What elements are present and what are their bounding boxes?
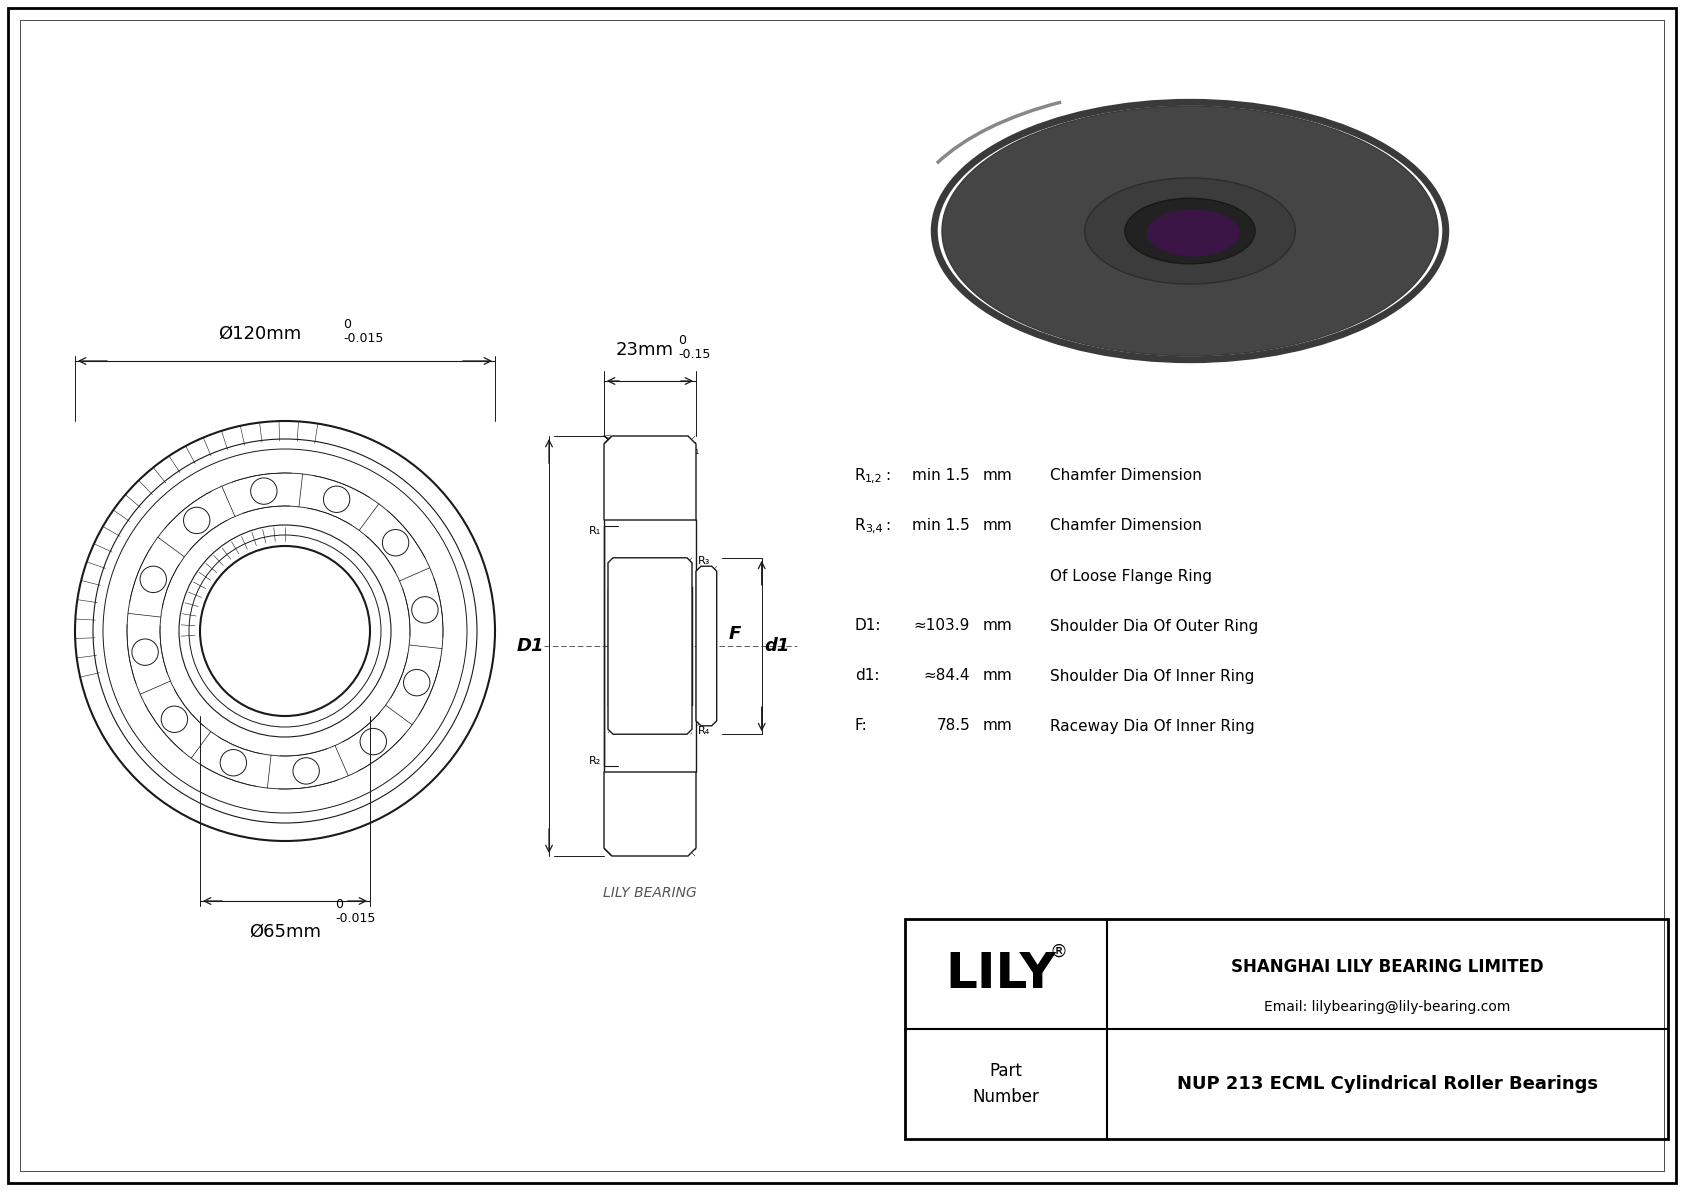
Text: ≈103.9: ≈103.9 [914,618,970,634]
Polygon shape [605,436,695,520]
Text: D1: D1 [517,637,544,655]
Text: LILY: LILY [946,950,1056,998]
Text: R₂: R₂ [652,445,663,456]
Polygon shape [608,557,692,734]
Text: :: : [886,518,891,534]
Text: SHANGHAI LILY BEARING LIMITED: SHANGHAI LILY BEARING LIMITED [1231,959,1544,977]
Text: LILY BEARING: LILY BEARING [603,886,697,900]
Text: mm: mm [983,518,1012,534]
Text: F: F [729,625,741,643]
Text: d1:: d1: [855,668,879,684]
Text: F:: F: [855,718,867,734]
Text: min 1.5: min 1.5 [913,518,970,534]
Text: Part
Number: Part Number [973,1062,1039,1105]
Text: 0: 0 [344,318,350,331]
Ellipse shape [1036,179,1346,335]
Text: 3,4: 3,4 [866,524,882,534]
Text: mm: mm [983,618,1012,634]
Ellipse shape [941,106,1438,356]
Polygon shape [1036,231,1037,257]
Polygon shape [1344,231,1346,257]
Text: R₃: R₃ [697,556,711,566]
Ellipse shape [1036,152,1346,308]
Ellipse shape [1084,177,1295,283]
Text: :: : [886,468,891,484]
Text: min 1.5: min 1.5 [913,468,970,484]
Text: R₁: R₁ [689,445,701,456]
Text: 78.5: 78.5 [936,718,970,734]
Text: R₂: R₂ [589,756,601,767]
Text: Email: lilybearing@lily-bearing.com: Email: lilybearing@lily-bearing.com [1265,1000,1511,1014]
Text: -0.015: -0.015 [335,912,376,925]
Text: Of Loose Flange Ring: Of Loose Flange Ring [1051,568,1212,584]
Text: R₁: R₁ [589,525,601,536]
Polygon shape [605,772,695,856]
Text: Chamfer Dimension: Chamfer Dimension [1051,468,1202,484]
Text: ®: ® [1049,943,1068,961]
Polygon shape [695,566,717,725]
Text: R: R [855,468,866,484]
Ellipse shape [1147,210,1239,256]
Text: D1:: D1: [855,618,881,634]
Text: -0.15: -0.15 [679,348,711,361]
Text: 1,2: 1,2 [866,474,882,484]
Text: 0: 0 [679,333,685,347]
Text: mm: mm [983,468,1012,484]
Text: R₄: R₄ [697,725,711,736]
Text: d1: d1 [765,637,790,655]
Text: Ø65mm: Ø65mm [249,923,322,941]
Ellipse shape [1125,198,1255,263]
Text: 0: 0 [335,898,344,911]
Text: mm: mm [983,718,1012,734]
Text: Shoulder Dia Of Outer Ring: Shoulder Dia Of Outer Ring [1051,618,1258,634]
Text: NUP 213 ECML Cylindrical Roller Bearings: NUP 213 ECML Cylindrical Roller Bearings [1177,1075,1598,1093]
Text: mm: mm [983,668,1012,684]
Text: Chamfer Dimension: Chamfer Dimension [1051,518,1202,534]
Text: Shoulder Dia Of Inner Ring: Shoulder Dia Of Inner Ring [1051,668,1255,684]
Text: R: R [855,518,866,534]
Bar [904,919,1667,1139]
Text: ≈84.4: ≈84.4 [923,668,970,684]
Text: 23mm: 23mm [616,341,674,358]
Text: Raceway Dia Of Inner Ring: Raceway Dia Of Inner Ring [1051,718,1255,734]
Text: Ø120mm: Ø120mm [219,325,301,343]
Text: -0.015: -0.015 [344,332,384,345]
